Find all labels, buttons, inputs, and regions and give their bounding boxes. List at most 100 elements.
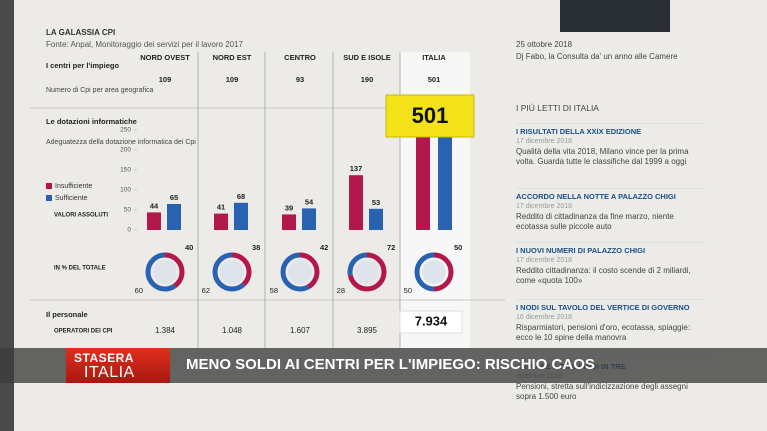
legend-swatch [46,183,52,189]
pct-label: 60 [135,286,143,295]
headline: MENO SOLDI AI CENTRI PER L'IMPIEGO: RISC… [186,356,595,373]
news-head: ACCORDO NELLA NOTTE A PALAZZO CHIGI [516,192,676,201]
legend-label: Insufficiente [55,183,92,190]
pct-label: 50 [454,243,462,252]
centers-sublabel: Numero di Cpi per area geografica [46,87,153,94]
region-label: SUD E ISOLE [343,53,391,62]
donut-sufficient [347,252,387,292]
y-tick-label: 0 [127,227,131,234]
logo-top: STASERA [74,351,134,365]
video-thumb [560,0,670,32]
news-text: Risparmiatori, pensioni d'oro, ecotassa,… [516,323,691,342]
pct-label: 38 [252,243,260,252]
operators-value: 1.607 [290,326,311,335]
bar-label: 54 [305,197,314,206]
operators-value: 1.048 [222,326,243,335]
y-tick-label: 50 [124,207,132,214]
news-head: I NUOVI NUMERI DI PALAZZO CHIGI [516,246,646,255]
news-head: I NODI SUL TAVOLO DEL VERTICE DI GOVERNO [516,303,690,312]
pct-label: 50 [404,286,412,295]
legend-swatch [46,195,52,201]
bar-insufficient [416,125,430,230]
bar-insufficient [147,212,161,230]
donut-sufficient [212,252,252,292]
region-label: CENTRO [284,53,316,62]
pct-label: 72 [387,243,395,252]
region-label: ITALIA [422,53,446,62]
donut-sufficient [145,252,185,292]
staff-label: Il personale [46,310,88,319]
operators-value: 3.895 [357,326,378,335]
news-date: 16 dicembre 2018 [516,314,573,321]
centers-label: I centri per l'impiego [46,61,119,70]
y-tick-label: 100 [120,187,131,194]
bar-label: 68 [237,192,245,201]
news-text: Reddito cittadinanza: il costo scende di… [516,266,691,285]
logo: STASERA ITALIA [66,348,170,383]
bar-label: 44 [150,201,159,210]
source: Fonte: Anpal, Monitoraggio dei servizi p… [46,40,244,49]
centers-value: 109 [226,75,239,84]
bar-sufficient [302,208,316,230]
bar-insufficient [282,214,296,230]
region-label: NORD EST [213,53,252,62]
sidebar-heading: I PIÙ LETTI DI ITALIA [516,103,599,113]
values-label: VALORI ASSOLUTI [54,213,108,219]
pct-label: 58 [270,286,278,295]
news-date: 17 dicembre 2018 [516,257,573,264]
donut-center [288,260,312,284]
pct-label: 28 [337,286,345,295]
bar-insufficient [349,175,363,230]
donut-center [220,260,244,284]
region-label: NORD OVEST [140,53,190,62]
donut-sufficient [280,252,320,292]
bar-insufficient [214,213,228,230]
donut-center [153,260,177,284]
pct-label: 40 [185,243,193,252]
bar-label: 39 [285,203,293,212]
centers-value: 109 [159,75,172,84]
operators-value: 1.384 [155,326,176,335]
bar-label: 41 [217,203,225,212]
donut-sufficient [414,252,454,292]
news-text: Pensioni, stretta sull'indicizzazione de… [516,382,688,401]
pct-label: IN % DEL TOTALE [54,266,106,272]
bar-label: 53 [372,198,380,207]
donut-center [422,260,446,284]
logo-bottom: ITALIA [84,364,135,381]
bar-sufficient [369,208,383,230]
it-sublabel: Adeguatezza della dotazione informatica … [46,139,196,146]
centers-value: 190 [361,75,374,84]
y-tick-label: 200 [120,147,131,154]
date: 25 ottobre 2018 [516,40,573,49]
it-label: Le dotazioni informatiche [46,117,137,126]
news-date: 17 dicembre 2018 [516,138,573,145]
operators-value: 7.934 [415,313,448,328]
centers-value: 501 [428,75,441,84]
centers-value: 93 [296,75,304,84]
badge-501 [385,94,475,138]
bar-label: 137 [350,164,363,173]
bar-sufficient [234,202,248,230]
news-head: I RISULTATI DELLA XXIX EDIZIONE [516,127,642,136]
pct-label: 62 [202,286,210,295]
pct-label: 42 [320,243,328,252]
y-tick-label: 150 [120,167,131,174]
news-item[interactable]: I NODI SUL TAVOLO DEL VERTICE DI GOVERNO… [516,299,706,343]
news-text: Qualità della vita 2018, Milano vince pe… [516,147,689,166]
news-item[interactable]: I RISULTATI DELLA XXIX EDIZIONE 17 dicemb… [516,123,706,167]
top-text: Dj Fabo, la Consulta da' un anno alle Ca… [516,52,678,61]
donut-center [355,260,379,284]
legend-label: Sufficiente [55,195,88,202]
title: LA GALASSIA CPI [46,28,115,37]
bar-sufficient [167,204,181,230]
bar-sufficient [438,134,452,230]
news-item[interactable]: I NUOVI NUMERI DI PALAZZO CHIGI 17 dicemb… [516,242,706,286]
bar-label: 65 [170,193,178,202]
news-item[interactable]: ACCORDO NELLA NOTTE A PALAZZO CHIGI 17 di… [516,188,706,232]
news-date: 17 dicembre 2018 [516,203,573,210]
badge [399,310,463,334]
badge-501-value: 501 [412,103,449,128]
operators-label: OPERATORI DEI CPI [54,329,113,335]
